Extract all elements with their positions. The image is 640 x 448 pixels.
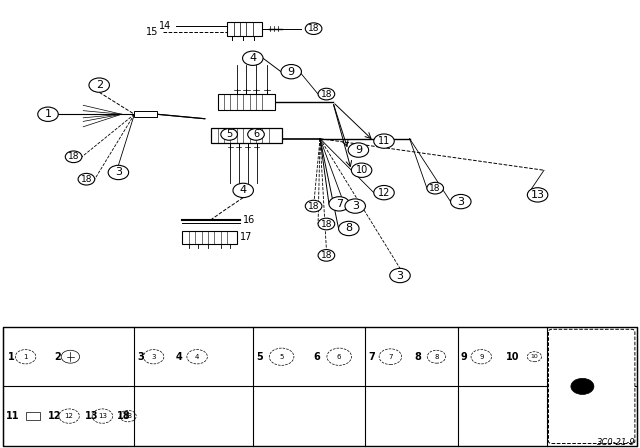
Circle shape bbox=[108, 165, 129, 180]
Text: 11: 11 bbox=[378, 136, 390, 146]
Circle shape bbox=[451, 194, 471, 209]
Bar bbox=[218, 94, 275, 110]
Text: 17: 17 bbox=[240, 233, 252, 242]
Circle shape bbox=[89, 78, 109, 92]
Circle shape bbox=[527, 188, 548, 202]
Text: 18: 18 bbox=[321, 220, 332, 228]
Text: 1: 1 bbox=[45, 109, 51, 119]
Text: 18: 18 bbox=[308, 202, 319, 211]
Bar bbox=[134, 111, 157, 117]
Text: 2: 2 bbox=[95, 80, 103, 90]
Text: 9: 9 bbox=[287, 67, 295, 77]
Circle shape bbox=[233, 183, 253, 198]
Text: 18: 18 bbox=[429, 184, 441, 193]
Circle shape bbox=[318, 218, 335, 230]
Text: 13: 13 bbox=[84, 411, 98, 421]
Circle shape bbox=[374, 134, 394, 148]
Circle shape bbox=[318, 88, 335, 100]
Text: 3: 3 bbox=[352, 201, 358, 211]
Circle shape bbox=[305, 200, 322, 212]
FancyBboxPatch shape bbox=[548, 329, 635, 444]
Text: 3: 3 bbox=[458, 197, 464, 207]
Text: 1: 1 bbox=[23, 354, 28, 360]
Text: 9: 9 bbox=[355, 145, 362, 155]
Circle shape bbox=[348, 143, 369, 157]
Circle shape bbox=[427, 182, 444, 194]
Text: 10: 10 bbox=[531, 354, 538, 359]
Text: 10: 10 bbox=[506, 352, 519, 362]
Text: 5: 5 bbox=[280, 354, 284, 360]
Circle shape bbox=[351, 163, 372, 177]
Text: 6: 6 bbox=[314, 352, 321, 362]
Circle shape bbox=[318, 250, 335, 261]
Text: 1: 1 bbox=[8, 352, 15, 362]
Text: 12: 12 bbox=[65, 413, 74, 419]
Bar bbox=[227, 22, 262, 36]
Circle shape bbox=[248, 129, 264, 140]
Bar bbox=[211, 128, 282, 143]
Circle shape bbox=[339, 221, 359, 236]
Text: 2: 2 bbox=[54, 352, 61, 362]
Text: 12: 12 bbox=[48, 411, 61, 421]
Text: 18: 18 bbox=[116, 411, 130, 421]
Text: 8: 8 bbox=[415, 352, 422, 362]
Text: 7: 7 bbox=[388, 354, 393, 360]
Text: 14: 14 bbox=[159, 21, 172, 31]
Circle shape bbox=[374, 185, 394, 200]
Bar bbox=[3, 327, 637, 446]
Text: 4: 4 bbox=[176, 352, 183, 362]
Circle shape bbox=[221, 129, 237, 140]
Text: 3C0-21-9: 3C0-21-9 bbox=[596, 438, 636, 447]
Text: 7: 7 bbox=[368, 352, 375, 362]
Text: 4: 4 bbox=[239, 185, 247, 195]
Circle shape bbox=[571, 378, 594, 395]
Text: 3: 3 bbox=[397, 271, 403, 280]
Text: 11: 11 bbox=[6, 411, 20, 421]
Circle shape bbox=[305, 23, 322, 34]
Text: 3: 3 bbox=[151, 354, 156, 360]
Text: 8: 8 bbox=[434, 354, 439, 360]
Text: 10: 10 bbox=[355, 165, 368, 175]
Text: 13: 13 bbox=[531, 190, 545, 200]
Circle shape bbox=[345, 199, 365, 213]
Text: 8: 8 bbox=[345, 224, 353, 233]
Circle shape bbox=[281, 65, 301, 79]
Text: 18: 18 bbox=[321, 90, 332, 99]
Circle shape bbox=[243, 51, 263, 65]
Text: 18: 18 bbox=[124, 413, 132, 419]
Bar bbox=[26, 412, 40, 420]
Text: 6: 6 bbox=[337, 354, 342, 360]
Circle shape bbox=[78, 173, 95, 185]
Circle shape bbox=[390, 268, 410, 283]
Text: 5: 5 bbox=[226, 129, 232, 139]
Text: 3: 3 bbox=[115, 168, 122, 177]
Text: 13: 13 bbox=[98, 413, 107, 419]
Text: 18: 18 bbox=[308, 24, 319, 33]
Text: 12: 12 bbox=[378, 188, 390, 198]
Text: 9: 9 bbox=[461, 352, 468, 362]
Text: 7: 7 bbox=[335, 199, 343, 209]
Circle shape bbox=[38, 107, 58, 121]
Circle shape bbox=[65, 151, 82, 163]
Text: 18: 18 bbox=[68, 152, 79, 161]
Text: 3: 3 bbox=[138, 352, 145, 362]
Text: 6: 6 bbox=[253, 129, 259, 139]
Circle shape bbox=[329, 197, 349, 211]
Text: 15: 15 bbox=[147, 27, 159, 37]
Text: 4: 4 bbox=[249, 53, 257, 63]
Text: 5: 5 bbox=[256, 352, 263, 362]
Text: 16: 16 bbox=[243, 215, 255, 225]
Text: 18: 18 bbox=[321, 251, 332, 260]
Text: 4: 4 bbox=[195, 354, 199, 360]
Text: 18: 18 bbox=[81, 175, 92, 184]
Bar bbox=[182, 231, 237, 244]
Text: 9: 9 bbox=[479, 354, 484, 360]
